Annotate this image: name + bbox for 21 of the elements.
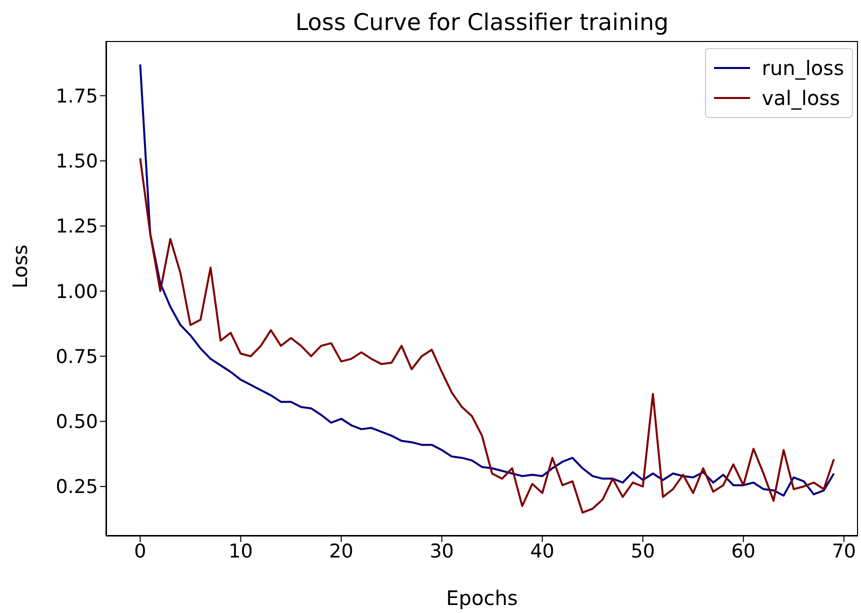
y-tick-label: 0.25 <box>56 476 98 498</box>
y-tick-label: 1.00 <box>56 280 98 303</box>
x-tick-label: 10 <box>228 540 253 562</box>
x-tick-label: 70 <box>832 540 856 562</box>
x-tick-label: 60 <box>731 540 756 562</box>
x-tick-label: 0 <box>134 540 146 562</box>
y-tick-label: 0.75 <box>56 346 98 368</box>
x-tick-label: 50 <box>630 540 655 562</box>
x-tick-label: 20 <box>329 540 354 562</box>
y-tick-label: 1.75 <box>56 85 98 108</box>
y-axis-title: Loss <box>8 244 32 288</box>
y-tick-label: 1.25 <box>56 216 98 238</box>
legend-label: val_loss <box>762 86 840 110</box>
legend-label: run_loss <box>762 56 844 80</box>
x-tick-label: 40 <box>530 540 554 562</box>
x-axis-title: Epochs <box>446 586 518 610</box>
y-tick-label: 1.50 <box>56 150 98 173</box>
x-tick-label: 30 <box>430 540 454 562</box>
y-tick-label: 0.50 <box>56 411 98 434</box>
chart-title: Loss Curve for Classifier training <box>294 9 670 38</box>
line-series <box>139 157 835 514</box>
